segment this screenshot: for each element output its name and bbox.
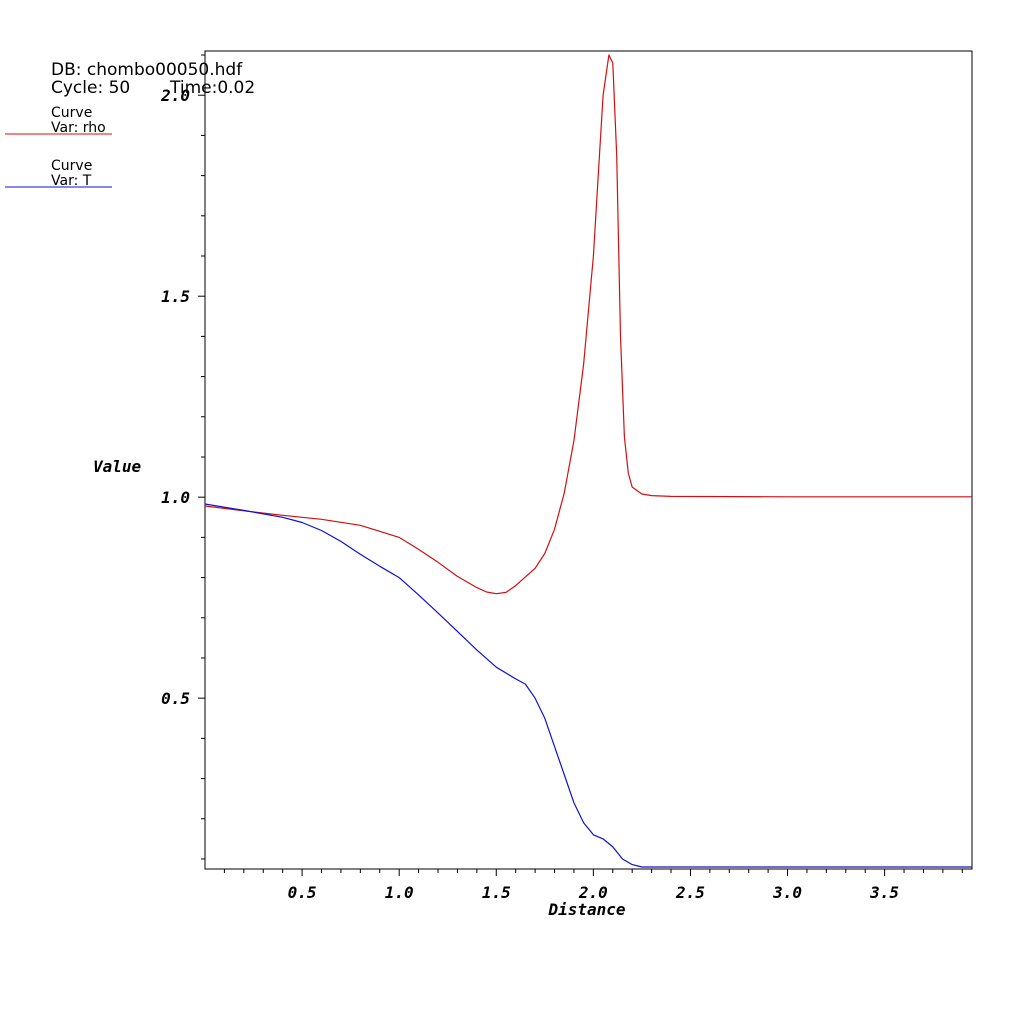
x-tick-label: 1.0 bbox=[385, 883, 414, 902]
legend-curve-label: Curve bbox=[51, 105, 92, 121]
y-tick-label: 0.5 bbox=[161, 689, 190, 708]
x-axis-ticks bbox=[223, 869, 963, 876]
legend-curve-label: Curve bbox=[51, 158, 92, 174]
y-tick-label: 2.0 bbox=[160, 86, 190, 105]
y-tick-label: 1.0 bbox=[161, 488, 190, 507]
x-axis-title: Distance bbox=[547, 900, 625, 919]
time-label: Time:0.02 bbox=[169, 78, 255, 98]
x-tick-label: 3.5 bbox=[869, 883, 899, 902]
series-line-t bbox=[204, 503, 972, 868]
plot-frame bbox=[204, 50, 973, 870]
x-tick-label: 2.0 bbox=[578, 883, 608, 902]
x-tick-label: 1.5 bbox=[482, 883, 511, 902]
legend-entry-rho: Curve Var: rho bbox=[5, 105, 112, 136]
cycle-label: Cycle: 50 bbox=[51, 78, 130, 98]
y-axis-ticks bbox=[198, 54, 205, 860]
database-label: DB: chombo00050.hdf bbox=[51, 60, 243, 80]
x-tick-label: 3.0 bbox=[772, 883, 802, 902]
y-axis-tick-labels: 0.5 1.0 1.5 2.0 bbox=[160, 86, 190, 708]
y-tick-label: 1.5 bbox=[161, 287, 190, 306]
x-tick-label: 2.5 bbox=[675, 883, 705, 902]
series-line-rho bbox=[204, 54, 972, 595]
legend-var-label: Var: T bbox=[51, 173, 92, 189]
legend-var-label: Var: rho bbox=[51, 120, 106, 136]
y-axis-title: Value bbox=[93, 457, 142, 476]
data-curves bbox=[204, 54, 972, 868]
legend-entry-t: Curve Var: T bbox=[5, 158, 112, 189]
x-tick-label: 0.5 bbox=[288, 883, 317, 902]
x-axis-tick-labels: 0.5 1.0 1.5 2.0 2.5 3.0 3.5 bbox=[288, 883, 899, 902]
legend: Curve Var: rho Curve Var: T bbox=[5, 105, 112, 189]
